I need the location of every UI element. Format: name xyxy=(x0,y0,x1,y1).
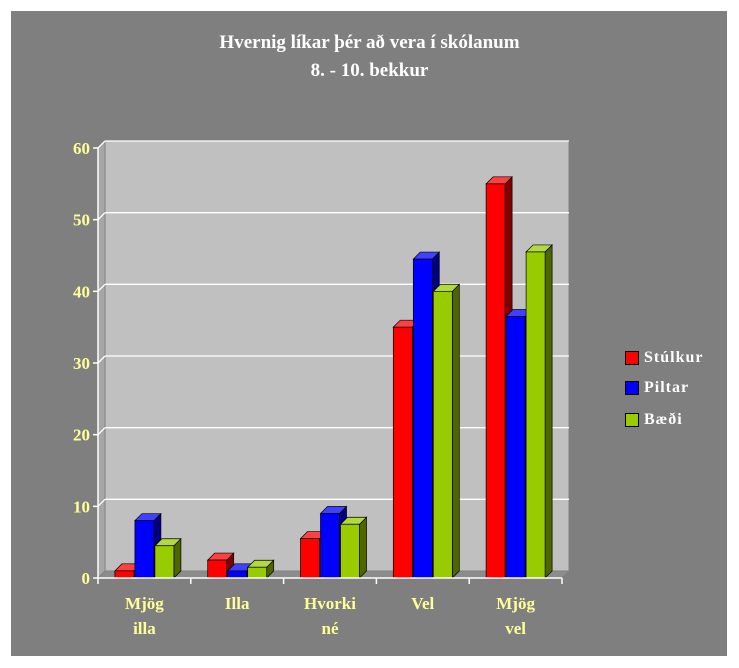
legend: Stúlkur Piltar Bæði xyxy=(617,338,727,440)
bar-4-2 xyxy=(525,244,553,579)
bar-front xyxy=(485,183,506,579)
bar-front xyxy=(412,258,433,579)
bar-side xyxy=(451,283,460,579)
legend-item-piltar: Piltar xyxy=(625,378,689,398)
x-tick-label: Mjög xyxy=(496,594,535,613)
bar-front xyxy=(525,251,546,579)
legend-label-piltar: Piltar xyxy=(644,379,690,396)
gridline-side xyxy=(97,498,106,507)
x-tick-label: né xyxy=(322,619,339,638)
x-tick-label: Mjög xyxy=(125,594,164,613)
chart-subtitle: 8. - 10. bekkur xyxy=(310,60,429,81)
legend-swatch-piltar xyxy=(625,381,639,395)
x-tick-label: Vel xyxy=(411,594,434,613)
bar-front xyxy=(207,559,228,579)
y-tick-label: 20 xyxy=(73,426,90,445)
y-tick-label: 10 xyxy=(73,497,90,516)
bar-1-2 xyxy=(246,559,275,579)
y-tick-label: 30 xyxy=(73,354,90,373)
bar-front xyxy=(300,538,320,579)
bar-front xyxy=(227,570,248,579)
bar-front xyxy=(114,570,135,579)
y-tick-label: 60 xyxy=(73,139,90,158)
bar-front xyxy=(392,326,413,579)
bar-front xyxy=(134,520,155,579)
gridline-side xyxy=(97,427,106,436)
bar-0-2 xyxy=(154,537,182,579)
gridline-side xyxy=(97,140,106,149)
bar-front xyxy=(320,513,340,579)
gridline-side xyxy=(97,212,106,221)
x-tick-label: Illa xyxy=(225,594,250,613)
bar-front xyxy=(432,290,453,579)
gridline-side xyxy=(97,355,106,364)
bar-3-2 xyxy=(432,283,461,579)
x-tick-label: Hvorki xyxy=(304,594,356,613)
legend-label-stulkur: Stúlkur xyxy=(644,349,704,366)
legend-swatch-baedi xyxy=(625,413,639,427)
bar-2-2 xyxy=(339,516,368,579)
bar-front xyxy=(340,523,360,579)
gridline-side xyxy=(97,283,106,292)
bar-front xyxy=(505,316,526,579)
y-tick-label: 0 xyxy=(82,569,91,588)
chart-title: Hvernig líkar þér að vera í skólanum xyxy=(219,32,520,53)
legend-item-stulkur: Stúlkur xyxy=(625,348,703,368)
bar-side xyxy=(544,244,553,579)
bar-front xyxy=(154,545,175,579)
x-tick-label: vel xyxy=(505,619,526,638)
bar-front xyxy=(247,566,268,579)
x-tick-label: illa xyxy=(133,619,156,638)
legend-label-baedi: Bæði xyxy=(644,411,683,428)
legend-item-baedi: Bæði xyxy=(625,410,683,430)
y-tick-label: 40 xyxy=(73,282,90,301)
legend-swatch-stulkur xyxy=(625,351,639,365)
y-tick-label: 50 xyxy=(73,211,90,230)
bar-side xyxy=(359,516,367,579)
